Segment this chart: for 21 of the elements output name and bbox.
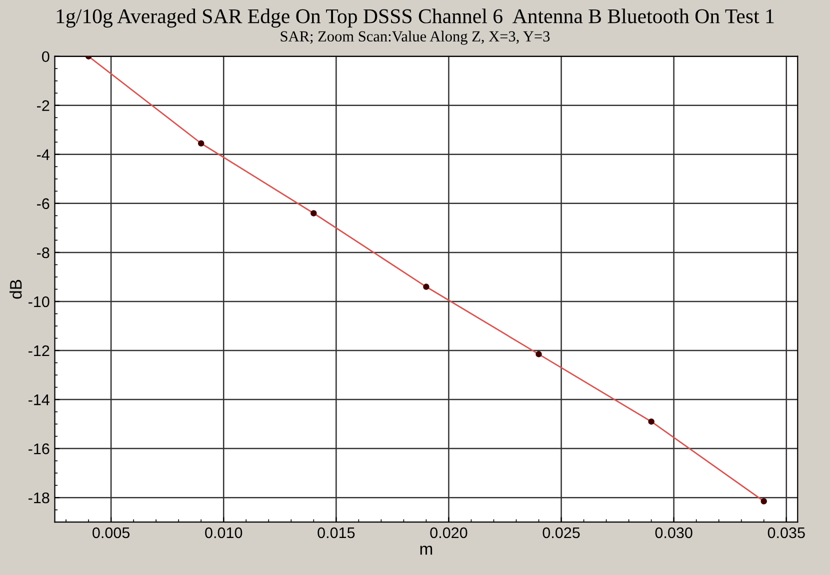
y-tick-label: -8 bbox=[37, 247, 50, 258]
y-tick-label: -12 bbox=[28, 345, 50, 356]
y-axis-title: dB bbox=[10, 280, 22, 299]
chart-subtitle: SAR; Zoom Scan:Value Along Z, X=3, Y=3 bbox=[280, 30, 550, 45]
y-tick-label: 0 bbox=[42, 51, 50, 62]
x-tick-label: 0.010 bbox=[205, 527, 242, 538]
x-tick-label: 0.035 bbox=[768, 527, 805, 538]
x-tick-label: 0.025 bbox=[542, 527, 580, 538]
y-tick-label: -14 bbox=[28, 394, 50, 406]
y-tick-label: -18 bbox=[28, 492, 50, 504]
x-tick-label: 0.030 bbox=[655, 527, 692, 538]
x-tick-label: 0.005 bbox=[92, 527, 130, 538]
chart-title: 1g/10g Averaged SAR Edge On Top DSSS Channel 6 Antenna B Bluetooth On Test 1 bbox=[56, 8, 774, 28]
y-tick-label: -16 bbox=[28, 443, 50, 454]
y-tick-label: -10 bbox=[28, 296, 50, 308]
x-tick-label: 0.015 bbox=[318, 527, 355, 538]
y-tick-label: -2 bbox=[37, 100, 50, 111]
y-tick-label: -6 bbox=[37, 198, 50, 210]
y-tick-label: -4 bbox=[37, 149, 50, 160]
x-tick-label: 0.020 bbox=[430, 527, 468, 538]
x-axis-title: m bbox=[420, 546, 432, 555]
